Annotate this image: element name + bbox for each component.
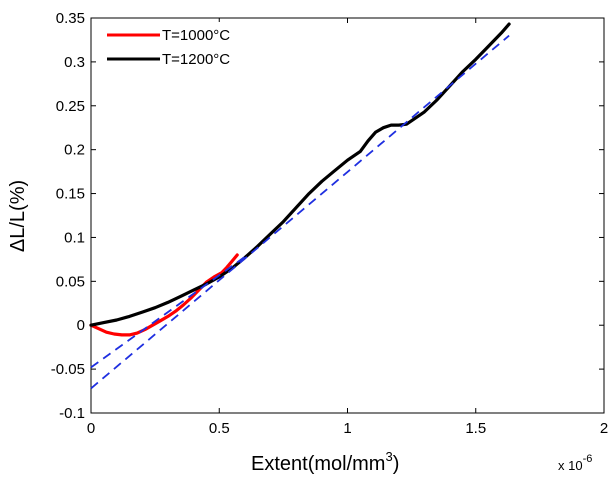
x-axis-multiplier: x 10-6 bbox=[558, 453, 592, 473]
plot-area bbox=[90, 17, 605, 414]
x-axis-multiplier-exp: -6 bbox=[583, 453, 593, 465]
y-tick-label: 0.1 bbox=[64, 229, 85, 246]
y-tick-label: -0.05 bbox=[51, 361, 85, 378]
series-line-t1200 bbox=[89, 22, 511, 327]
series-line-t1000 bbox=[89, 253, 239, 337]
y-tick-label: 0.3 bbox=[64, 54, 85, 71]
legend-box bbox=[103, 22, 253, 72]
y-axis-title: ΔL/L(%) bbox=[7, 180, 29, 252]
x-tick-label: 0.5 bbox=[209, 420, 230, 437]
y-tick-label: 0 bbox=[77, 317, 85, 334]
y-tick-label: 0.05 bbox=[56, 273, 85, 290]
legend-label-t1000: T=1000°C bbox=[162, 27, 230, 44]
x-tick-label: 2 bbox=[600, 420, 608, 437]
x-axis-title-close: ) bbox=[393, 453, 400, 475]
legend-label-t1200: T=1200°C bbox=[162, 51, 230, 68]
x-axis-multiplier-base: x 10 bbox=[558, 458, 583, 473]
fit-line-1 bbox=[90, 34, 510, 390]
y-tick-label: 0.15 bbox=[56, 186, 85, 203]
y-tick-label: 0.25 bbox=[56, 98, 85, 115]
series-layer bbox=[89, 22, 511, 390]
x-tick-label: 0 bbox=[87, 420, 95, 437]
x-tick-label: 1 bbox=[343, 420, 351, 437]
x-tick-label: 1.5 bbox=[465, 420, 486, 437]
y-tick-label: 0.35 bbox=[56, 10, 85, 27]
ticks-layer: 0 0.5 1 1.5 2 -0.1 -0.05 0 0.05 0.1 0.15 0.2 0.25 0.3… bbox=[51, 10, 608, 437]
y-tick-label: 0.2 bbox=[64, 142, 85, 159]
legend: T=1000°C T=1200°C bbox=[103, 22, 253, 72]
fit-line-2 bbox=[90, 256, 246, 369]
x-axis-title-main: Extent(mol/mm bbox=[251, 453, 385, 475]
y-tick-label: -0.1 bbox=[59, 405, 85, 422]
x-axis-title-sup: 3 bbox=[385, 449, 392, 464]
x-axis-title: Extent(mol/mm3) bbox=[251, 449, 399, 475]
